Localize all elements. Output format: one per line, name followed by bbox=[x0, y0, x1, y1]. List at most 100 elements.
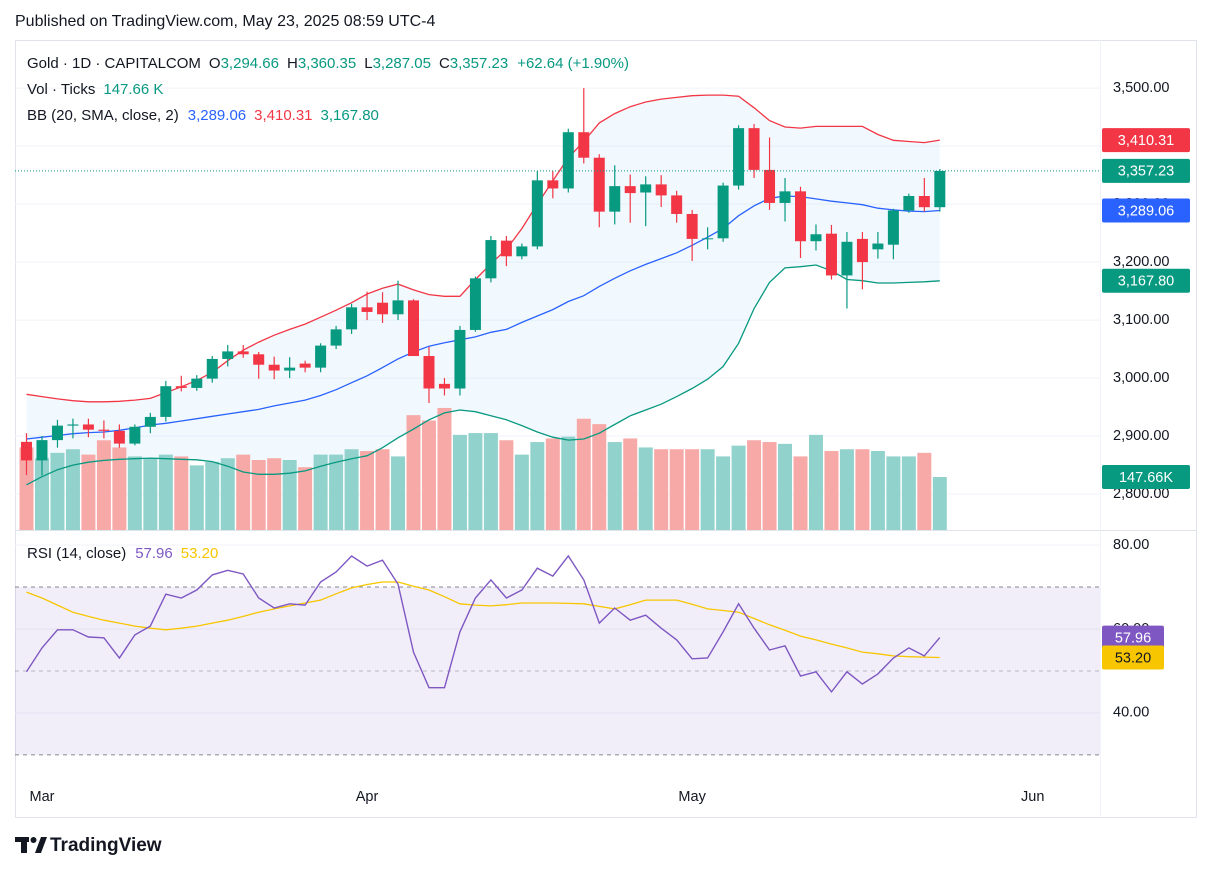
candle-body bbox=[779, 191, 791, 203]
candle-body bbox=[253, 354, 265, 365]
candle-body bbox=[841, 241, 853, 276]
candle-body bbox=[887, 210, 899, 245]
ohlc-key: C bbox=[439, 55, 450, 72]
volume-bar bbox=[576, 418, 591, 530]
volume-bar bbox=[452, 434, 467, 530]
volume-bar bbox=[189, 465, 204, 530]
candle-body bbox=[454, 329, 466, 389]
volume-bar bbox=[886, 456, 901, 530]
candle-body bbox=[748, 128, 760, 170]
volume-bar bbox=[483, 433, 498, 530]
volume-bar bbox=[81, 454, 96, 530]
bb-lower-line bbox=[26, 264, 940, 486]
candle-body bbox=[655, 184, 667, 196]
price-label-box bbox=[1102, 158, 1190, 183]
volume-bar bbox=[762, 442, 777, 530]
logo-part bbox=[35, 837, 47, 853]
price-label-box bbox=[1102, 268, 1190, 293]
y-tick-label: 2,900.00 bbox=[1113, 428, 1169, 444]
volume-bar bbox=[391, 456, 406, 530]
ohlc-key: O bbox=[209, 55, 221, 72]
candle-body bbox=[129, 426, 141, 444]
bb-lower-value: 3,167.80 bbox=[321, 107, 379, 124]
candle-body bbox=[531, 180, 543, 247]
price-label-box bbox=[1102, 625, 1164, 650]
candle-body bbox=[903, 195, 915, 211]
legend-main: Gold · 1D · CAPITALCOM O3,294.66 H3,360.35… bbox=[27, 55, 629, 72]
volume-bar bbox=[50, 452, 65, 530]
price-label: 147.66K bbox=[1119, 470, 1173, 486]
change: +62.64 (+1.90%) bbox=[517, 55, 629, 72]
candle-body bbox=[98, 429, 110, 431]
candle-body bbox=[361, 307, 373, 312]
candle-body bbox=[21, 441, 32, 461]
volume-bar bbox=[623, 438, 638, 530]
price-label: 3,167.80 bbox=[1118, 274, 1174, 290]
chart-frame bbox=[15, 40, 1197, 818]
candle-body bbox=[144, 416, 156, 427]
volume-bar bbox=[158, 454, 173, 530]
volume-bar bbox=[638, 447, 653, 530]
volume-bar bbox=[901, 456, 916, 530]
candle-body bbox=[284, 367, 296, 371]
volume-bar bbox=[731, 445, 746, 530]
candle-body bbox=[206, 358, 218, 379]
candle-body bbox=[268, 364, 280, 371]
volume-bar bbox=[607, 442, 622, 530]
volume-bar bbox=[793, 456, 808, 530]
volume-bar bbox=[530, 442, 545, 530]
candle-body bbox=[51, 425, 63, 441]
volume-bar bbox=[19, 447, 34, 530]
rsi-ma-value: 53.20 bbox=[181, 545, 219, 562]
price-label-box bbox=[1102, 198, 1190, 223]
candle-body bbox=[640, 184, 652, 193]
candle-body bbox=[222, 351, 234, 359]
volume-bar bbox=[700, 449, 715, 530]
ohlc-key: H bbox=[287, 55, 298, 72]
candle-body bbox=[346, 307, 358, 330]
bb-title: BB (20, SMA, close, 2) bbox=[27, 107, 179, 124]
volume-bar bbox=[716, 456, 731, 530]
price-label-box bbox=[1102, 464, 1190, 489]
candle-body bbox=[686, 213, 698, 239]
candle-body bbox=[562, 132, 574, 189]
volume-bar bbox=[344, 449, 359, 530]
bb-upper-value: 3,410.31 bbox=[254, 107, 312, 124]
price-label-box bbox=[1102, 128, 1190, 153]
candle-body bbox=[500, 240, 512, 257]
ohlc-value: 3,360.35 bbox=[298, 55, 356, 72]
x-tick-label: Jun bbox=[1021, 789, 1044, 805]
volume-bar bbox=[870, 451, 885, 530]
logo bbox=[15, 837, 47, 853]
candle-body bbox=[934, 170, 946, 208]
bb-basis-value: 3,289.06 bbox=[188, 107, 246, 124]
volume-bar bbox=[251, 460, 266, 530]
y-tick-label: 3,100.00 bbox=[1113, 312, 1169, 328]
y-tick-label: 3,000.00 bbox=[1113, 370, 1169, 386]
price-label: 3,289.06 bbox=[1118, 203, 1174, 219]
volume-bar bbox=[360, 451, 375, 530]
volume-bar bbox=[375, 449, 390, 530]
x-tick-label: Mar bbox=[29, 789, 54, 805]
candle-body bbox=[856, 238, 868, 263]
candle-body bbox=[160, 386, 172, 417]
rsi-tick-label: 80.00 bbox=[1113, 537, 1149, 553]
candle-body bbox=[423, 356, 435, 389]
ohlc-key: L bbox=[364, 55, 372, 72]
candle-body bbox=[113, 430, 125, 444]
ohlc-value: 3,287.05 bbox=[373, 55, 431, 72]
candle-body bbox=[702, 238, 714, 240]
volume-bar bbox=[65, 449, 80, 530]
y-tick-label: 2,800.00 bbox=[1113, 486, 1169, 502]
volume-bar bbox=[824, 451, 839, 530]
candle-body bbox=[578, 132, 590, 158]
candle-body bbox=[485, 240, 497, 279]
volume-value: 147.66 K bbox=[103, 81, 163, 98]
rsi-ma-line bbox=[26, 581, 940, 659]
volume-bar bbox=[932, 476, 947, 530]
volume-bar bbox=[205, 461, 220, 530]
volume-bar bbox=[96, 440, 111, 530]
rsi-title: RSI (14, close) bbox=[27, 545, 126, 562]
